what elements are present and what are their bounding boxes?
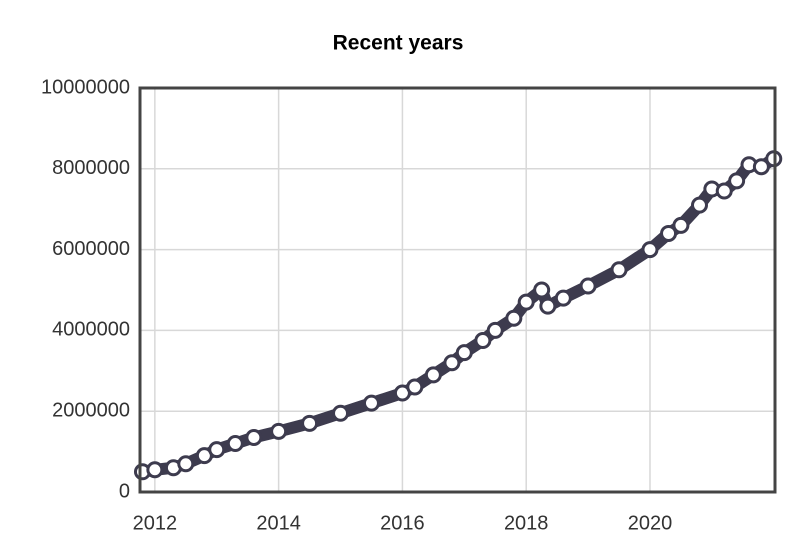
labels: 0 2000000 4000000 6000000 8000000 10000000 201…: [41, 76, 672, 534]
point: [690, 196, 708, 214]
point: [715, 182, 733, 200]
x-tick-label: 2012: [133, 512, 178, 534]
y-tick-label: 8000000: [52, 157, 130, 179]
point: [301, 414, 319, 432]
point: [517, 293, 535, 311]
y-tick-label: 10000000: [41, 76, 130, 98]
point: [245, 428, 263, 446]
point: [270, 422, 288, 440]
point: [579, 277, 597, 295]
point: [505, 309, 523, 327]
x-tick-label: 2016: [380, 512, 425, 534]
point: [362, 394, 380, 412]
grid: [140, 87, 775, 493]
y-tick-label: 2000000: [52, 399, 130, 421]
point: [728, 172, 746, 190]
y-tick-label: 0: [119, 480, 130, 502]
point: [554, 289, 572, 307]
point: [474, 332, 492, 349]
point: [146, 461, 164, 479]
point: [610, 261, 628, 279]
point: [177, 455, 195, 473]
y-tick-label: 4000000: [52, 319, 130, 341]
line: [136, 152, 780, 478]
point: [208, 441, 226, 459]
x-tick-label: 2020: [628, 512, 673, 534]
point: [486, 321, 504, 339]
point: [672, 216, 690, 234]
point: [539, 297, 557, 315]
point: [752, 158, 770, 176]
point: [424, 366, 442, 384]
point: [332, 404, 350, 422]
point: [226, 435, 244, 453]
point: [406, 378, 424, 396]
x-tick-label: 2018: [504, 512, 549, 534]
plot-frame: [138, 86, 777, 494]
point: [641, 241, 659, 259]
y-tick-label: 6000000: [52, 238, 130, 260]
x-tick-label: 2014: [256, 512, 301, 534]
point: [455, 344, 473, 362]
point: [660, 224, 678, 242]
point: [443, 354, 461, 372]
marks: [133, 150, 783, 481]
chart-title: Recent years: [333, 32, 464, 55]
point: [533, 281, 551, 299]
